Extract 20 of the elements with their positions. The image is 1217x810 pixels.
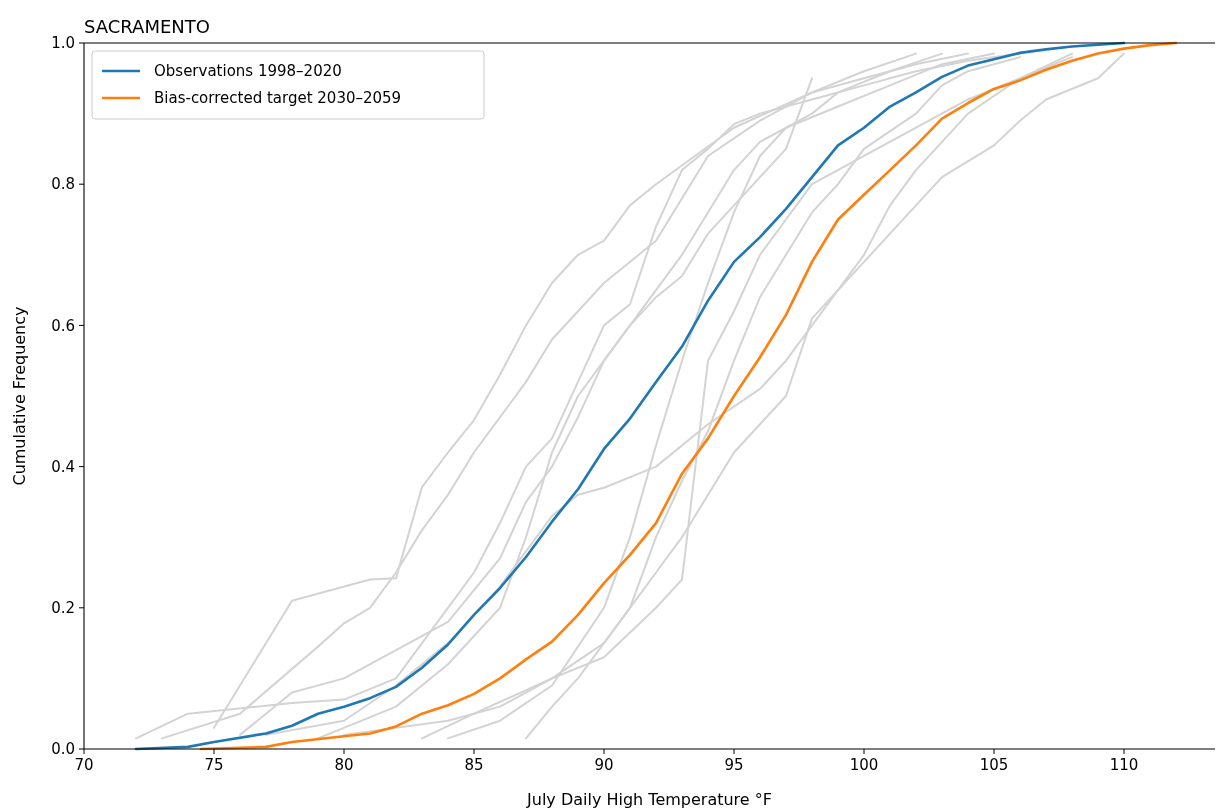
- y-tick-label: 0.6: [51, 316, 75, 335]
- y-tick-label: 1.0: [51, 34, 75, 53]
- y-axis-title: Cumulative Frequency: [10, 306, 29, 486]
- x-tick-label: 105: [979, 756, 1009, 774]
- chart-title: SACRAMENTO: [84, 16, 210, 37]
- x-tick-label: 80: [334, 756, 354, 774]
- x-tick-label: 95: [724, 756, 744, 774]
- x-tick-label: 75: [204, 756, 224, 774]
- legend-label: Bias-corrected target 2030–2059: [154, 89, 402, 108]
- legend-label: Observations 1998–2020: [154, 62, 342, 81]
- x-tick-label: 70: [74, 756, 94, 774]
- y-tick-label: 0.8: [51, 175, 75, 194]
- x-tick-label: 110: [1109, 756, 1139, 774]
- y-tick-label: 0.4: [51, 457, 75, 476]
- x-axis-title: July Daily High Temperature °F: [526, 790, 772, 809]
- x-tick-label: 85: [464, 756, 484, 774]
- x-tick-label: 90: [594, 756, 614, 774]
- y-tick-label: 0.2: [51, 599, 75, 618]
- x-tick-label: 100: [849, 756, 879, 774]
- y-tick-label: 0.0: [51, 740, 75, 759]
